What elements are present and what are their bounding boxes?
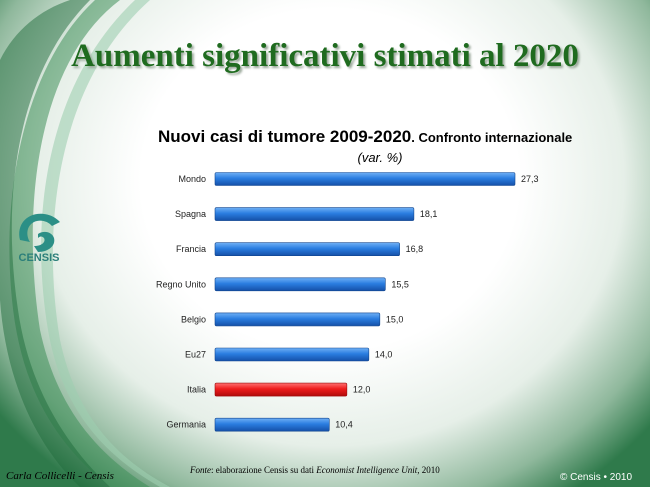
source-italic: Economist Intelligence Unit [316,465,418,475]
source-text: : elaborazione Censis su dati [211,465,317,475]
value-label: 14,0 [375,350,393,360]
category-label: Germania [166,420,206,430]
category-label: Mondo [178,174,206,184]
category-label: Italia [187,385,206,395]
bar [214,417,330,432]
copyright: © Censis • 2010 [560,472,633,483]
chart-title-suffix: . Confronto internazionale [411,130,573,145]
bar [214,242,400,256]
value-label: 16,8 [406,244,424,254]
censis-logo-icon [19,213,61,252]
bar [214,277,386,292]
bar [214,312,381,327]
chart-title-main: Nuovi casi di tumore 2009-2020 [158,127,412,146]
value-label: 10,4 [335,420,353,430]
category-label: Regno Unito [156,279,206,289]
chart-subtitle: (var. %) [357,150,403,165]
value-label: 12,0 [353,385,371,395]
chart-marks: Mondo 27,3 Spagna 18,1 Francia 16,8 Regno Unit… [156,172,539,432]
value-label: 15,0 [386,314,404,324]
slide-title: Aumenti significativi stimati al 2020 [71,38,579,74]
bar [214,347,370,362]
value-label: 15,5 [391,279,409,289]
author: Carla Collicelli - Censis [6,470,114,482]
chart-title: Nuovi casi di tumore 2009-2020. Confront… [158,127,572,147]
logo-text: CENSIS [18,252,60,264]
bar [214,207,415,221]
bar [214,172,516,186]
category-label: Spagna [175,209,206,219]
source-prefix: Fonte [190,465,211,475]
source-note: Fonte: elaborazione Censis su dati Econo… [190,465,440,475]
value-label: 18,1 [420,209,438,219]
value-label: 27,3 [521,174,539,184]
category-label: Eu27 [185,350,206,360]
category-label: Belgio [181,314,206,324]
source-suffix: , 2010 [417,465,440,475]
category-label: Francia [176,244,206,254]
bar-highlight [214,382,348,397]
